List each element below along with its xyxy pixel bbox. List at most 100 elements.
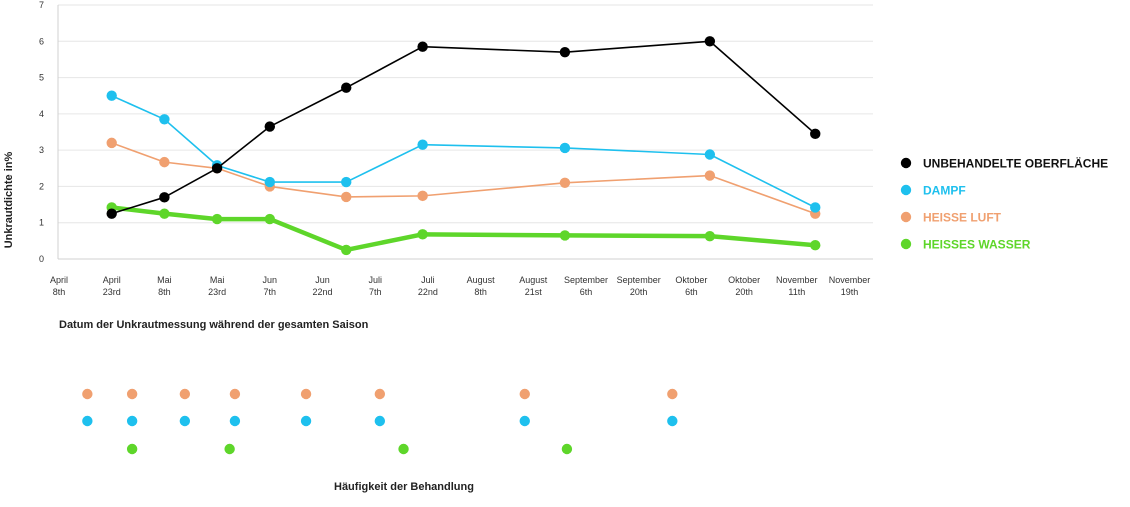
data-point-3-5 bbox=[417, 229, 428, 240]
x-tick-label-line2: 11th bbox=[788, 287, 805, 297]
data-point-0-0 bbox=[106, 208, 117, 219]
treatment-dot-0-7 bbox=[667, 388, 678, 400]
x-tick-label-line1: April bbox=[50, 275, 68, 285]
x-tick-label-line1: Jun bbox=[315, 275, 330, 285]
y-tick-label: 1 bbox=[39, 218, 44, 228]
x-tick-label-line2: 20th bbox=[630, 287, 648, 297]
x-tick-label-line1: August bbox=[519, 275, 548, 285]
treatment-dot-2-1 bbox=[224, 443, 235, 455]
series-line-0 bbox=[110, 40, 817, 215]
legend-marker-1 bbox=[900, 184, 912, 196]
x-tick-label-line2: 19th bbox=[841, 287, 859, 297]
data-point-0-4 bbox=[341, 82, 352, 93]
data-point-2-1 bbox=[159, 156, 170, 168]
x-tick-label-line1: November bbox=[776, 275, 818, 285]
data-point-0-5 bbox=[417, 41, 428, 52]
y-tick-label: 2 bbox=[39, 181, 44, 191]
x-tick-label-line2: 23rd bbox=[103, 287, 121, 297]
legend-label-1: DAMPF bbox=[923, 184, 966, 198]
treatment-dot-0-6 bbox=[519, 388, 530, 400]
treatment-dot-0-1 bbox=[126, 388, 138, 400]
x-tick-label-line1: August bbox=[467, 275, 496, 285]
data-point-2-4 bbox=[341, 191, 352, 203]
data-point-3-4 bbox=[341, 244, 352, 256]
treatment-dot-1-6 bbox=[519, 415, 530, 427]
data-point-0-8 bbox=[810, 128, 821, 140]
x-tick-label-line1: Jun bbox=[263, 275, 278, 285]
data-point-2-6 bbox=[559, 177, 571, 188]
x-tick-label-line2: 7th bbox=[369, 287, 382, 297]
x-tick-label-line2: 22nd bbox=[418, 287, 438, 297]
x-tick-label-line2: 7th bbox=[264, 287, 277, 297]
data-point-3-7 bbox=[704, 230, 716, 242]
treatment-dot-2-0 bbox=[126, 443, 138, 455]
data-point-1-8 bbox=[810, 202, 821, 213]
y-tick-label: 7 bbox=[39, 0, 44, 10]
legend-marker-3 bbox=[900, 238, 912, 250]
data-point-3-8 bbox=[810, 240, 821, 251]
x-tick-label-line2: 22nd bbox=[312, 287, 332, 297]
treatment-dot-1-5 bbox=[374, 415, 386, 427]
treatment-dot-1-1 bbox=[126, 415, 138, 427]
legend-marker-2 bbox=[900, 211, 912, 223]
treatment-dot-2-2 bbox=[398, 443, 409, 455]
data-point-1-4 bbox=[341, 176, 352, 188]
y-tick-label: 0 bbox=[39, 254, 44, 264]
data-point-2-7 bbox=[704, 170, 716, 181]
treatment-dot-1-4 bbox=[300, 415, 312, 427]
treatment-dot-0-3 bbox=[229, 388, 241, 400]
x-tick-label-line2: 6th bbox=[685, 287, 698, 297]
x-tick-label-line1: April bbox=[103, 275, 121, 285]
data-point-1-5 bbox=[417, 139, 428, 150]
y-tick-label: 6 bbox=[39, 36, 44, 46]
data-point-3-6 bbox=[559, 230, 571, 241]
data-point-2-0 bbox=[106, 137, 117, 149]
data-point-1-0 bbox=[106, 90, 117, 101]
data-point-3-2 bbox=[211, 213, 223, 225]
x-tick-label-line2: 8th bbox=[53, 287, 66, 297]
legend-marker-0 bbox=[900, 157, 912, 169]
x-tick-label-line2: 23rd bbox=[208, 287, 226, 297]
x-tick-label-line1: September bbox=[617, 275, 661, 285]
data-point-1-1 bbox=[159, 114, 170, 125]
data-point-0-7 bbox=[704, 36, 716, 47]
x-tick-label-line2: 8th bbox=[474, 287, 487, 297]
x-tick-label-line1: Juli bbox=[421, 275, 435, 285]
treatment-dot-0-2 bbox=[179, 388, 191, 400]
treatment-dot-1-0 bbox=[82, 415, 93, 427]
x-axis-title: Datum der Unkrautmessung während der ges… bbox=[59, 319, 369, 331]
treatment-frequency-title: Häufigkeit der Behandlung bbox=[334, 481, 474, 493]
data-point-1-3 bbox=[264, 176, 275, 188]
treatment-dot-2-3 bbox=[561, 443, 573, 455]
x-tick-label-line1: Mai bbox=[157, 275, 172, 285]
treatment-dot-1-7 bbox=[667, 415, 678, 427]
y-tick-label: 5 bbox=[39, 73, 44, 83]
x-tick-label-line2: 8th bbox=[158, 287, 171, 297]
data-point-0-2 bbox=[211, 163, 223, 174]
treatment-dot-0-5 bbox=[374, 388, 386, 400]
data-point-0-3 bbox=[264, 121, 275, 132]
x-tick-label-line1: Oktober bbox=[728, 275, 760, 285]
treatment-dot-1-3 bbox=[229, 415, 241, 427]
treatment-dot-0-4 bbox=[300, 388, 312, 400]
y-tick-label: 4 bbox=[39, 109, 44, 119]
data-point-0-6 bbox=[559, 46, 571, 58]
data-point-1-6 bbox=[559, 142, 571, 154]
x-tick-label-line2: 20th bbox=[735, 287, 753, 297]
data-point-0-1 bbox=[159, 192, 170, 203]
data-point-3-3 bbox=[264, 213, 275, 225]
x-tick-label-line1: November bbox=[829, 275, 871, 285]
x-tick-label-line1: Oktober bbox=[675, 275, 707, 285]
x-tick-label-line2: 6th bbox=[580, 287, 593, 297]
legend-label-3: HEISSES WASSER bbox=[923, 238, 1031, 252]
data-point-3-1 bbox=[159, 208, 170, 219]
y-axis-title: Unkrautdichte in% bbox=[3, 152, 15, 249]
x-tick-label-line1: Mai bbox=[210, 275, 225, 285]
x-tick-label-line1: Juli bbox=[368, 275, 382, 285]
legend-label-2: HEISSE LUFT bbox=[923, 211, 1002, 225]
y-tick-label: 3 bbox=[39, 145, 44, 155]
treatment-dot-0-0 bbox=[82, 388, 93, 400]
x-tick-label-line1: September bbox=[564, 275, 608, 285]
